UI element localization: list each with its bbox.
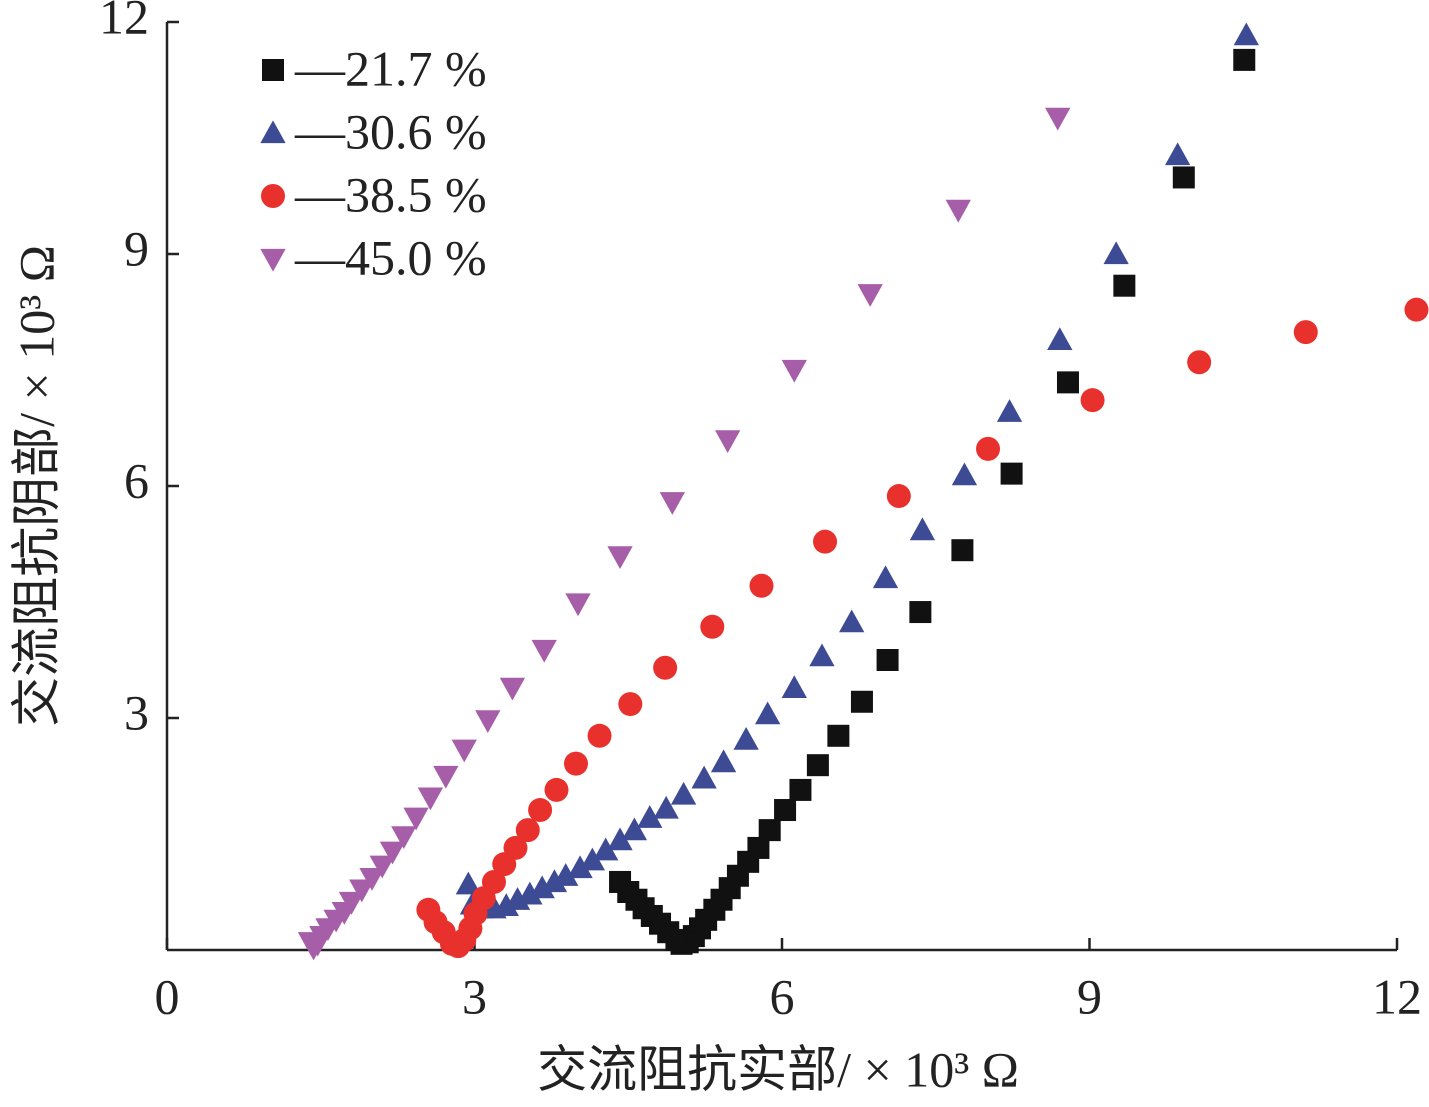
point <box>700 614 725 639</box>
point <box>653 655 678 680</box>
point <box>781 675 807 698</box>
point <box>1056 371 1079 394</box>
point <box>417 787 444 811</box>
point <box>544 777 569 802</box>
point <box>806 754 829 777</box>
point <box>593 837 619 861</box>
legend-marker <box>260 248 286 272</box>
point <box>909 517 936 541</box>
point <box>945 199 971 223</box>
x-tick-label: 9 <box>1077 968 1102 1024</box>
point <box>659 492 685 515</box>
point <box>391 826 417 849</box>
point <box>359 867 385 891</box>
legend-label: —21.7 % <box>294 40 487 96</box>
point <box>1187 350 1212 375</box>
legend-label: —45.0 % <box>294 229 487 285</box>
point <box>637 805 663 828</box>
point <box>872 565 899 589</box>
y-axis-label: 交流阻抗阴部/ × 10³ Ω <box>8 245 64 727</box>
point <box>809 643 835 667</box>
point <box>1404 297 1429 322</box>
point <box>733 727 759 750</box>
y-tick-label: 12 <box>99 0 149 44</box>
point <box>839 609 865 633</box>
point <box>609 870 632 893</box>
point <box>1293 320 1318 345</box>
x-tick-label: 12 <box>1372 968 1422 1024</box>
point <box>670 781 697 805</box>
point <box>416 897 441 922</box>
point <box>607 546 633 570</box>
point <box>565 593 591 617</box>
point <box>813 529 838 554</box>
point <box>886 484 911 509</box>
point <box>996 399 1023 422</box>
y-tick-label: 9 <box>124 220 149 276</box>
legend-label: —30.6 % <box>294 103 487 159</box>
point <box>857 284 883 307</box>
point <box>1233 48 1256 71</box>
point <box>1165 142 1191 166</box>
point <box>1080 388 1105 413</box>
point <box>850 690 873 713</box>
point <box>531 639 557 663</box>
point <box>621 817 648 841</box>
point <box>653 795 679 819</box>
x-tick-label: 0 <box>155 968 180 1024</box>
point <box>758 819 781 842</box>
point <box>715 430 741 454</box>
point <box>691 765 717 789</box>
y-tick-label: 6 <box>124 452 149 508</box>
point <box>433 765 459 789</box>
x-axis-label: 交流阻抗实部/ × 10³ Ω <box>537 1041 1019 1097</box>
point <box>749 573 774 598</box>
point <box>297 932 324 955</box>
point <box>349 879 375 903</box>
point <box>618 692 643 717</box>
point <box>492 852 517 877</box>
point <box>455 871 481 895</box>
point <box>528 798 553 823</box>
legend-marker <box>260 120 286 144</box>
point <box>909 601 932 624</box>
point <box>1233 22 1259 46</box>
point <box>774 799 797 822</box>
point <box>587 723 612 748</box>
point <box>515 818 540 843</box>
point <box>475 710 501 733</box>
point <box>451 739 477 763</box>
point <box>1103 241 1129 265</box>
point <box>951 462 978 486</box>
point <box>1047 327 1073 350</box>
point <box>781 359 807 383</box>
legend-label: —38.5 % <box>294 166 487 222</box>
point <box>1172 166 1195 189</box>
point <box>876 649 899 671</box>
x-tick-label: 6 <box>770 968 795 1024</box>
x-tick-label: 3 <box>462 968 487 1024</box>
point <box>951 539 974 562</box>
point <box>1045 107 1071 131</box>
point <box>499 677 526 701</box>
point <box>710 749 737 773</box>
legend-marker <box>262 59 284 81</box>
point <box>789 778 812 801</box>
point <box>827 724 850 747</box>
legend-marker <box>261 184 285 208</box>
point <box>369 855 395 879</box>
y-tick-label: 3 <box>124 684 149 740</box>
point <box>379 841 406 865</box>
point <box>567 855 593 879</box>
point <box>1113 274 1136 297</box>
point <box>755 701 781 725</box>
point <box>579 847 606 871</box>
point <box>976 436 1001 461</box>
point <box>403 807 429 831</box>
point <box>607 827 633 851</box>
point <box>1000 462 1023 485</box>
point <box>563 751 588 776</box>
